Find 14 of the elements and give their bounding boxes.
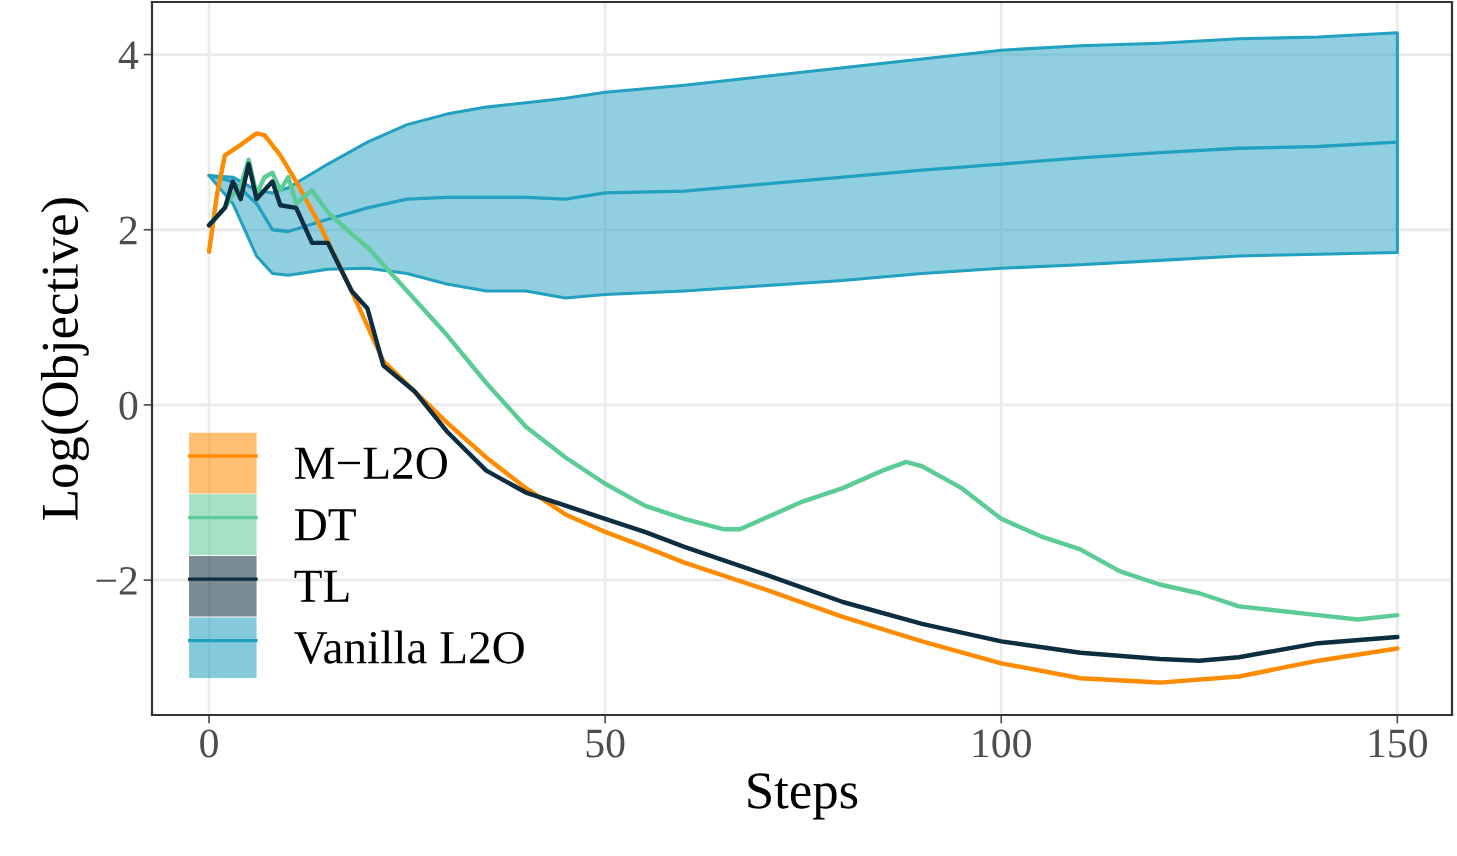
- y-tick-label: 2: [119, 216, 137, 245]
- y-tick-label: 4: [118, 41, 139, 70]
- legend-label: Vanilla L2O: [294, 630, 524, 664]
- legend-label: TL: [294, 570, 349, 602]
- y-tick-label: −2: [96, 566, 137, 595]
- y-axis-title: Log(Objective): [40, 198, 89, 520]
- x-axis-title: Steps: [748, 773, 858, 820]
- x-tick-label: 150: [1369, 729, 1427, 758]
- x-tick-label: 0: [200, 729, 218, 758]
- x-tick-label: 100: [973, 729, 1031, 758]
- legend-label: DT: [295, 509, 356, 541]
- legend-label: M−L2O: [295, 447, 447, 480]
- y-tick-label: 0: [119, 391, 138, 420]
- x-tick-label: 50: [586, 729, 625, 758]
